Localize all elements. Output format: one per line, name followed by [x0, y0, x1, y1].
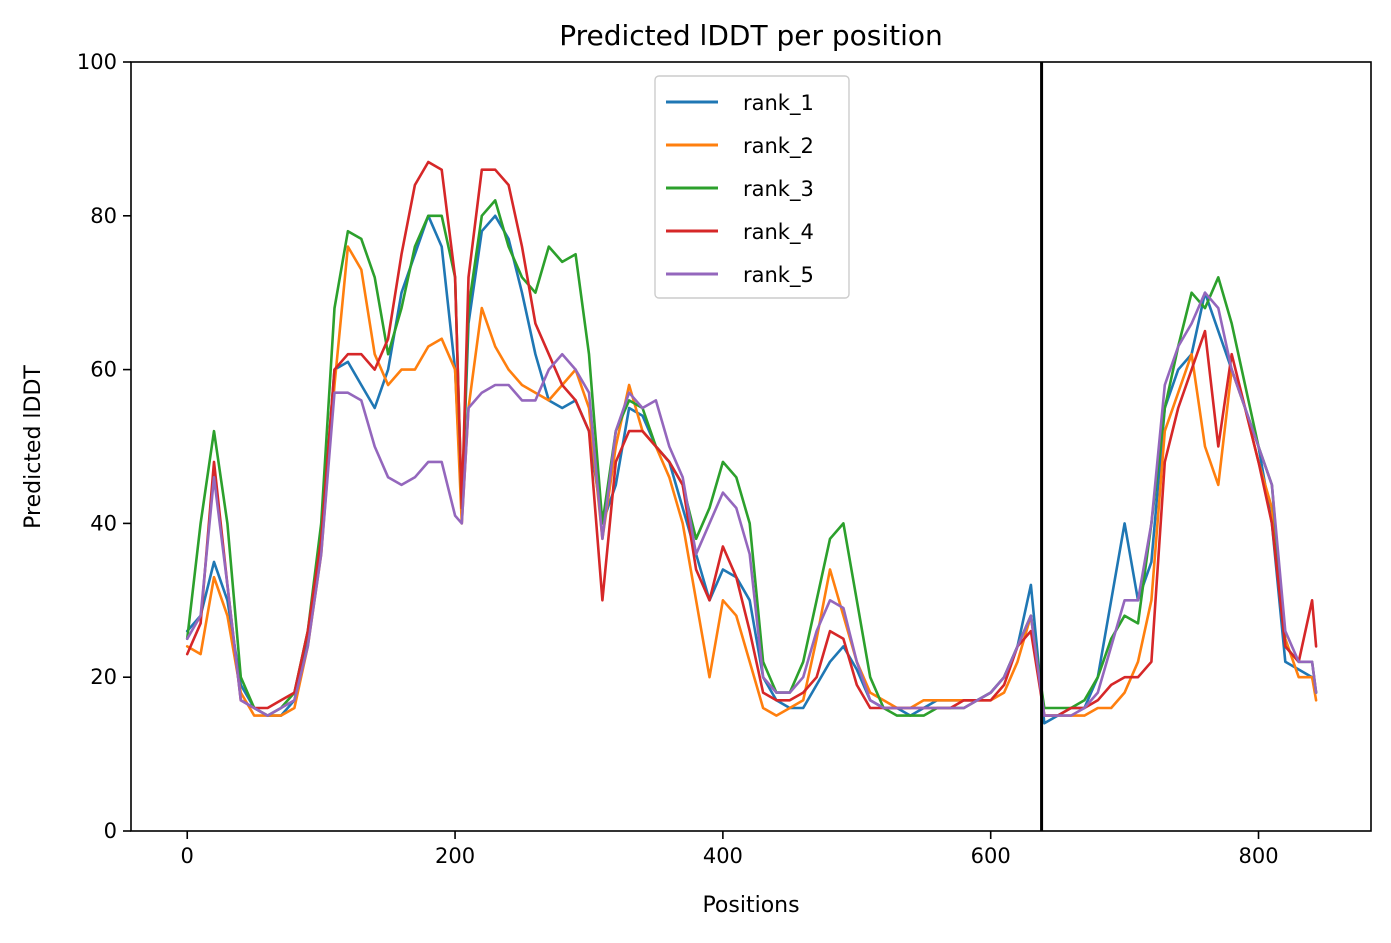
legend-label: rank_5: [743, 263, 814, 288]
chart-title: Predicted lDDT per position: [559, 19, 943, 52]
legend-label: rank_3: [743, 177, 814, 202]
series-line-rank_3: [185, 199, 1318, 717]
y-tick-label: 60: [90, 358, 117, 382]
legend: rank_1 rank_2 rank_3 rank_4 rank_5: [654, 75, 850, 299]
legend-label: rank_2: [743, 134, 814, 159]
y-tick-label: 0: [104, 819, 117, 843]
legend-label: rank_1: [743, 91, 814, 116]
x-tick-label: 400: [703, 844, 743, 868]
x-tick-label: 200: [435, 844, 475, 868]
x-axis-label: Positions: [702, 893, 799, 918]
series-layer: [185, 160, 1318, 725]
x-tick-label: 600: [971, 844, 1011, 868]
plot-frame: [130, 61, 1372, 832]
legend-label: rank_4: [743, 220, 814, 245]
x-axis: 0 200 400 600 800: [181, 831, 1279, 868]
series-line-rank_1: [185, 214, 1318, 725]
y-axis: 0 20 40 60 80 100: [77, 50, 131, 843]
y-axis-label: Predicted lDDT: [21, 365, 46, 529]
y-tick-label: 100: [77, 50, 117, 74]
y-tick-label: 20: [90, 665, 117, 689]
series-line-rank_5: [185, 291, 1318, 717]
x-tick-label: 0: [181, 844, 194, 868]
y-tick-label: 40: [90, 511, 117, 535]
series-line-rank_2: [185, 245, 1318, 717]
y-tick-label: 80: [90, 204, 117, 228]
series-line-rank_4: [185, 160, 1318, 717]
legend-box: [654, 75, 850, 299]
x-tick-label: 800: [1238, 844, 1278, 868]
